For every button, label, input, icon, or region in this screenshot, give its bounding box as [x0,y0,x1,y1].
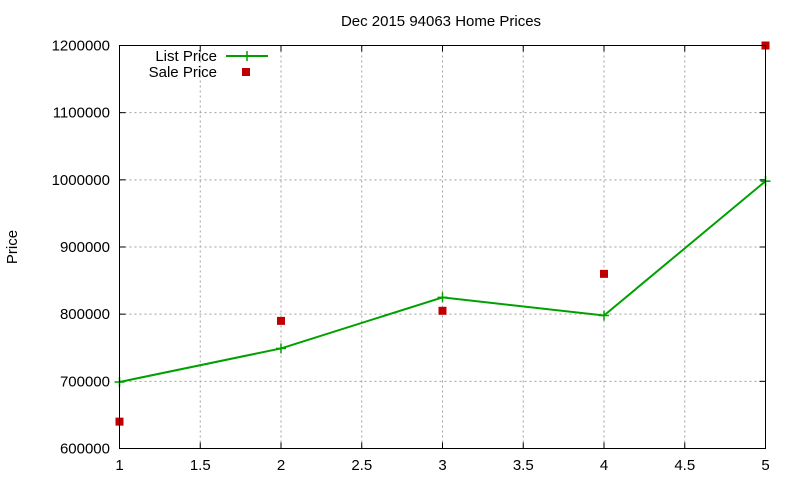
series-marks [114,41,771,426]
legend-plus-marker [242,51,252,61]
legend-label: Sale Price [149,64,217,81]
y-tick-label: 800000 [60,306,110,323]
x-tick-label: 2.5 [351,457,372,474]
x-tick-label: 1.5 [190,457,211,474]
legend-label: List Price [155,48,217,65]
grid-lines [119,45,766,449]
x-tick-label: 5 [761,457,769,474]
chart-title: Dec 2015 94063 Home Prices [341,13,541,30]
x-tick-label: 1 [115,457,123,474]
y-tick-label: 1000000 [52,172,110,189]
y-tick-label: 700000 [60,373,110,390]
x-tick-label: 3 [438,457,446,474]
list-price-point [437,292,448,303]
y-tick-label: 1200000 [52,38,110,55]
y-axis-label: Price [4,230,21,264]
x-tick-label: 4 [600,457,608,474]
sale-price-point [277,316,285,325]
tick-labels: 1 1.5 2 2.5 3 3.5 4 4.5 5 600000 700000 800000 90000… [52,38,770,475]
list-price-point [599,310,609,321]
list-price-point [276,343,286,354]
plot-frame [119,45,766,449]
x-tick-label: 2 [277,457,285,474]
legend-square-marker [242,68,250,76]
y-tick-label: 900000 [60,239,110,256]
x-tick-label: 4.5 [674,457,695,474]
sale-price-point [600,269,608,278]
y-tick-label: 1100000 [53,105,110,122]
x-tick-label: 3.5 [513,457,534,474]
y-tick-label: 600000 [60,441,110,458]
sale-price-point [438,306,447,315]
